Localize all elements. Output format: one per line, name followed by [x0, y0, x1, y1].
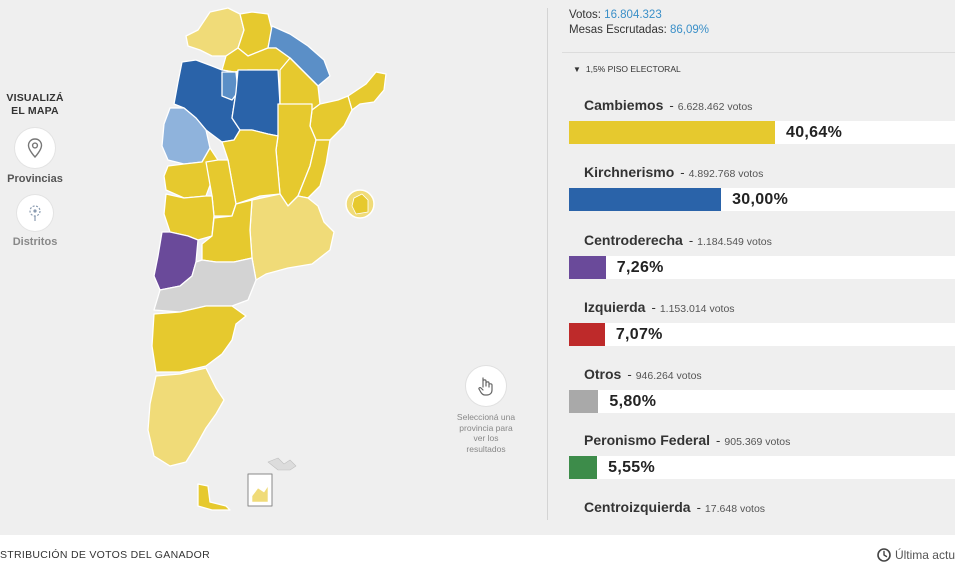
party-bar-track: 7,26%	[569, 256, 955, 279]
party-percentage: 5,55%	[608, 459, 655, 476]
party-result[interactable]: Izquierda -1.153.014 votos 7,07%	[569, 298, 955, 346]
party-bar-fill	[569, 390, 599, 413]
tables-counted-label: Mesas Escrutadas:	[569, 24, 667, 36]
party-name: Centroderecha	[584, 232, 683, 248]
map-mode-title-line2: EL MAPA	[11, 105, 59, 117]
argentina-map	[147, 7, 387, 511]
provinces-mode-label: Provincias	[7, 173, 63, 185]
horizontal-divider	[562, 52, 955, 53]
map-pin-icon	[15, 128, 55, 168]
party-result[interactable]: Centroderecha -1.184.549 votos 7,26%	[569, 231, 955, 279]
party-bar-track: 5,55%	[569, 456, 955, 479]
select-province-hint: Seleccioná una provincia para ver los re…	[448, 366, 524, 454]
map-mode-title: VISUALIZÁ EL MAPA	[0, 92, 70, 118]
electoral-threshold-toggle[interactable]: ▼ 1,5% PISO ELECTORAL	[573, 64, 681, 74]
province-chubut[interactable]	[151, 305, 247, 373]
party-votes: 946.264 votos	[635, 370, 702, 382]
party-result[interactable]: Centroizquierda -17.648 votos	[569, 498, 955, 516]
last-update-label: Última actu	[894, 548, 955, 562]
party-name: Centroizquierda	[584, 499, 691, 515]
province-misiones[interactable]	[347, 71, 387, 111]
hint-text: Seleccioná una provincia para ver los re…	[448, 412, 524, 454]
party-bar-fill	[569, 323, 605, 346]
party-bar-fill	[569, 256, 606, 279]
party-result[interactable]: Peronismo Federal -905.369 votos 5,55%	[569, 431, 955, 479]
party-votes: 905.369 votos	[724, 436, 791, 448]
party-result[interactable]: Cambiemos -6.628.462 votos 40,64%	[569, 96, 955, 144]
total-votes-row: Votos: 16.804.323	[569, 8, 709, 23]
party-dash: -	[627, 367, 632, 382]
map-mode-panel: VISUALIZÁ EL MAPA Provincias Distritos	[0, 92, 70, 248]
footer-bar: STRIBUCIÓN DE VOTOS DEL GANADOR Última a…	[0, 535, 955, 573]
tables-counted-row: Mesas Escrutadas: 86,09%	[569, 23, 709, 38]
party-percentage: 7,26%	[616, 259, 664, 276]
party-bar-track: 5,80%	[569, 390, 955, 413]
party-name: Peronismo Federal	[584, 432, 711, 448]
party-percentage: 5,80%	[609, 393, 657, 410]
party-dash: -	[680, 165, 685, 180]
districts-mode-label: Distritos	[12, 236, 58, 248]
party-dash: -	[688, 233, 694, 248]
party-bar-track: 7,07%	[569, 323, 955, 346]
hint-line1: Seleccioná una	[456, 412, 516, 422]
party-votes: 1.184.549 votos	[697, 236, 772, 248]
party-name: Otros	[584, 366, 622, 382]
total-votes-label: Votos:	[569, 9, 601, 21]
vote-stats: Votos: 16.804.323 Mesas Escrutadas: 86,0…	[569, 8, 709, 38]
party-votes: 6.628.462 votos	[677, 101, 753, 113]
party-name: Cambiemos	[584, 97, 664, 113]
party-bar-fill	[569, 456, 598, 479]
province-santiago[interactable]	[231, 69, 281, 137]
party-dash: -	[696, 500, 701, 515]
party-dash: -	[716, 433, 721, 448]
winner-distribution-tab[interactable]: STRIBUCIÓN DE VOTOS DEL GANADOR	[0, 549, 210, 561]
party-result[interactable]: Kirchnerismo -4.892.768 votos 30,00%	[569, 163, 955, 211]
province-entre-rios[interactable]	[297, 139, 331, 199]
malvinas-islands	[267, 457, 297, 471]
map-mode-title-line1: VISUALIZÁ	[6, 92, 64, 104]
districts-mode-button[interactable]: Distritos	[0, 195, 70, 248]
vertical-divider	[547, 8, 548, 520]
party-percentage: 40,64%	[786, 124, 843, 141]
province-buenos-aires[interactable]	[249, 193, 335, 281]
last-update: Última actu	[877, 548, 955, 562]
party-bar-fill	[569, 188, 722, 211]
hint-line3: ver los	[473, 433, 499, 443]
triangle-down-icon: ▼	[573, 65, 581, 74]
province-jujuy[interactable]	[185, 7, 245, 57]
province-santa-cruz[interactable]	[147, 367, 225, 467]
party-percentage: 30,00%	[732, 191, 789, 208]
district-pin-icon	[17, 195, 53, 231]
party-bar-track: 40,64%	[569, 121, 955, 144]
hint-line4: resultados	[466, 443, 506, 454]
party-votes: 1.153.014 votos	[659, 303, 735, 315]
party-votes: 4.892.768 votos	[688, 168, 764, 180]
hint-line2: provincia para	[459, 422, 513, 433]
party-bar-track: 30,00%	[569, 188, 955, 211]
party-votes: 17.648 votos	[704, 503, 766, 515]
party-name: Izquierda	[584, 299, 646, 315]
electoral-threshold-label: 1,5% PISO ELECTORAL	[585, 64, 681, 74]
party-dash: -	[669, 98, 674, 113]
clock-icon	[877, 548, 891, 562]
province-tierra-del-fuego[interactable]	[197, 483, 231, 511]
party-bar-fill	[569, 121, 776, 144]
party-percentage: 7,07%	[615, 326, 663, 343]
party-dash: -	[651, 300, 656, 315]
hand-pointer-icon	[466, 366, 506, 406]
party-result[interactable]: Otros -946.264 votos 5,80%	[569, 365, 955, 413]
provinces-mode-button[interactable]: Provincias	[0, 128, 70, 185]
party-name: Kirchnerismo	[584, 164, 675, 180]
total-votes-value: 16.804.323	[604, 9, 662, 21]
tables-counted-value: 86,09%	[670, 24, 710, 36]
